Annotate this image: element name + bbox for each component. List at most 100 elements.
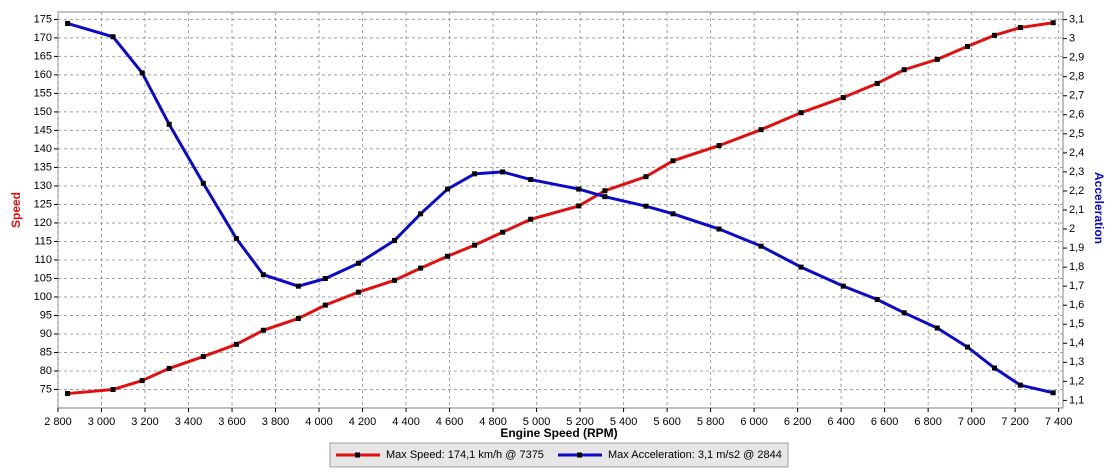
y-tick-label: 120 <box>34 217 52 229</box>
data-point <box>260 327 266 333</box>
y2-tick-label: 1,2 <box>1069 375 1084 387</box>
data-point <box>1017 25 1023 31</box>
x-axis-label: Engine Speed (RPM) <box>500 426 617 440</box>
y2-tick-label: 2,3 <box>1069 166 1084 178</box>
x-tick-label: 6 600 <box>871 416 899 428</box>
data-point <box>295 283 301 289</box>
x-tick-label: 5 000 <box>523 416 551 428</box>
data-point <box>418 211 424 217</box>
y2-tick-label: 1,6 <box>1069 299 1084 311</box>
legend-label: Max Acceleration: 3,1 m/s2 @ 2844 <box>608 449 782 461</box>
data-point <box>139 70 145 76</box>
y2-tick-label: 1,1 <box>1069 394 1084 406</box>
data-point <box>965 344 971 350</box>
data-point <box>798 110 804 116</box>
data-point <box>1017 382 1023 388</box>
data-point <box>934 56 940 62</box>
x-tick-label: 7 000 <box>958 416 986 428</box>
y2-axis-label: Acceleration <box>1092 172 1106 244</box>
y-tick-label: 130 <box>34 180 52 192</box>
y-tick-label: 85 <box>40 346 52 358</box>
data-point <box>528 177 534 183</box>
y-tick-label: 75 <box>40 383 52 395</box>
data-point <box>295 315 301 321</box>
x-tick-label: 3 400 <box>175 416 203 428</box>
y-tick-label: 170 <box>34 32 52 44</box>
data-point <box>758 127 764 133</box>
x-tick-label: 6 800 <box>914 416 942 428</box>
x-tick-label: 4 600 <box>436 416 464 428</box>
data-point <box>110 34 116 40</box>
data-point <box>500 229 506 235</box>
y-tick-label: 100 <box>34 291 52 303</box>
x-tick-label: 2 800 <box>44 416 72 428</box>
x-tick-label: 5 600 <box>653 416 681 428</box>
y-tick-label: 140 <box>34 143 52 155</box>
data-point <box>472 242 478 248</box>
y2-tick-label: 2,8 <box>1069 71 1084 83</box>
y-tick-label: 135 <box>34 161 52 173</box>
data-point <box>602 188 608 194</box>
data-point <box>233 341 239 347</box>
y-tick-label: 175 <box>34 13 52 25</box>
x-tick-label: 5 800 <box>697 416 725 428</box>
data-point <box>166 365 172 371</box>
data-point <box>445 253 451 259</box>
y2-tick-label: 1,7 <box>1069 280 1084 292</box>
y-tick-label: 125 <box>34 198 52 210</box>
data-point <box>874 296 880 302</box>
data-point <box>602 194 608 200</box>
data-point <box>1050 20 1056 26</box>
y-tick-label: 110 <box>34 254 52 266</box>
data-point <box>500 169 506 175</box>
data-point <box>322 276 328 282</box>
x-tick-label: 7 200 <box>1001 416 1029 428</box>
data-point <box>200 180 206 186</box>
x-tick-label: 6 000 <box>740 416 768 428</box>
data-point <box>139 378 145 384</box>
y-tick-label: 115 <box>34 235 52 247</box>
y-tick-label: 105 <box>34 272 52 284</box>
y-tick-label: 80 <box>40 365 52 377</box>
y2-tick-label: 2,4 <box>1069 147 1084 159</box>
data-point <box>392 237 398 243</box>
data-point <box>65 391 71 397</box>
y-tick-label: 155 <box>34 87 52 99</box>
data-point <box>472 171 478 177</box>
x-tick-label: 4 800 <box>479 416 507 428</box>
y-tick-label: 160 <box>34 69 52 81</box>
data-point <box>758 243 764 249</box>
data-point <box>576 203 582 209</box>
x-tick-label: 3 000 <box>88 416 116 428</box>
data-point <box>716 226 722 232</box>
y2-tick-label: 3,1 <box>1069 14 1084 26</box>
y2-tick-label: 2,6 <box>1069 109 1084 121</box>
y2-tick-label: 2,1 <box>1069 204 1084 216</box>
data-point <box>934 325 940 331</box>
data-point <box>1050 390 1056 396</box>
data-point <box>716 143 722 149</box>
x-tick-label: 5 200 <box>566 416 594 428</box>
data-point <box>322 302 328 308</box>
data-point <box>355 260 361 266</box>
data-point <box>528 216 534 222</box>
data-point <box>874 80 880 86</box>
y2-tick-label: 1,4 <box>1069 337 1084 349</box>
x-tick-label: 4 000 <box>305 416 333 428</box>
data-point <box>355 289 361 295</box>
x-tick-label: 6 200 <box>784 416 812 428</box>
y-tick-label: 90 <box>40 328 52 340</box>
data-point <box>901 310 907 316</box>
data-point <box>901 67 907 73</box>
y2-tick-label: 1,5 <box>1069 318 1084 330</box>
data-point <box>576 186 582 192</box>
x-tick-label: 7 400 <box>1045 416 1073 428</box>
y2-tick-label: 1,3 <box>1069 356 1084 368</box>
data-point <box>643 203 649 209</box>
data-point <box>670 211 676 217</box>
y-tick-label: 165 <box>34 50 52 62</box>
data-point <box>233 236 239 242</box>
y-tick-label: 150 <box>34 106 52 118</box>
legend-marker <box>577 452 582 458</box>
